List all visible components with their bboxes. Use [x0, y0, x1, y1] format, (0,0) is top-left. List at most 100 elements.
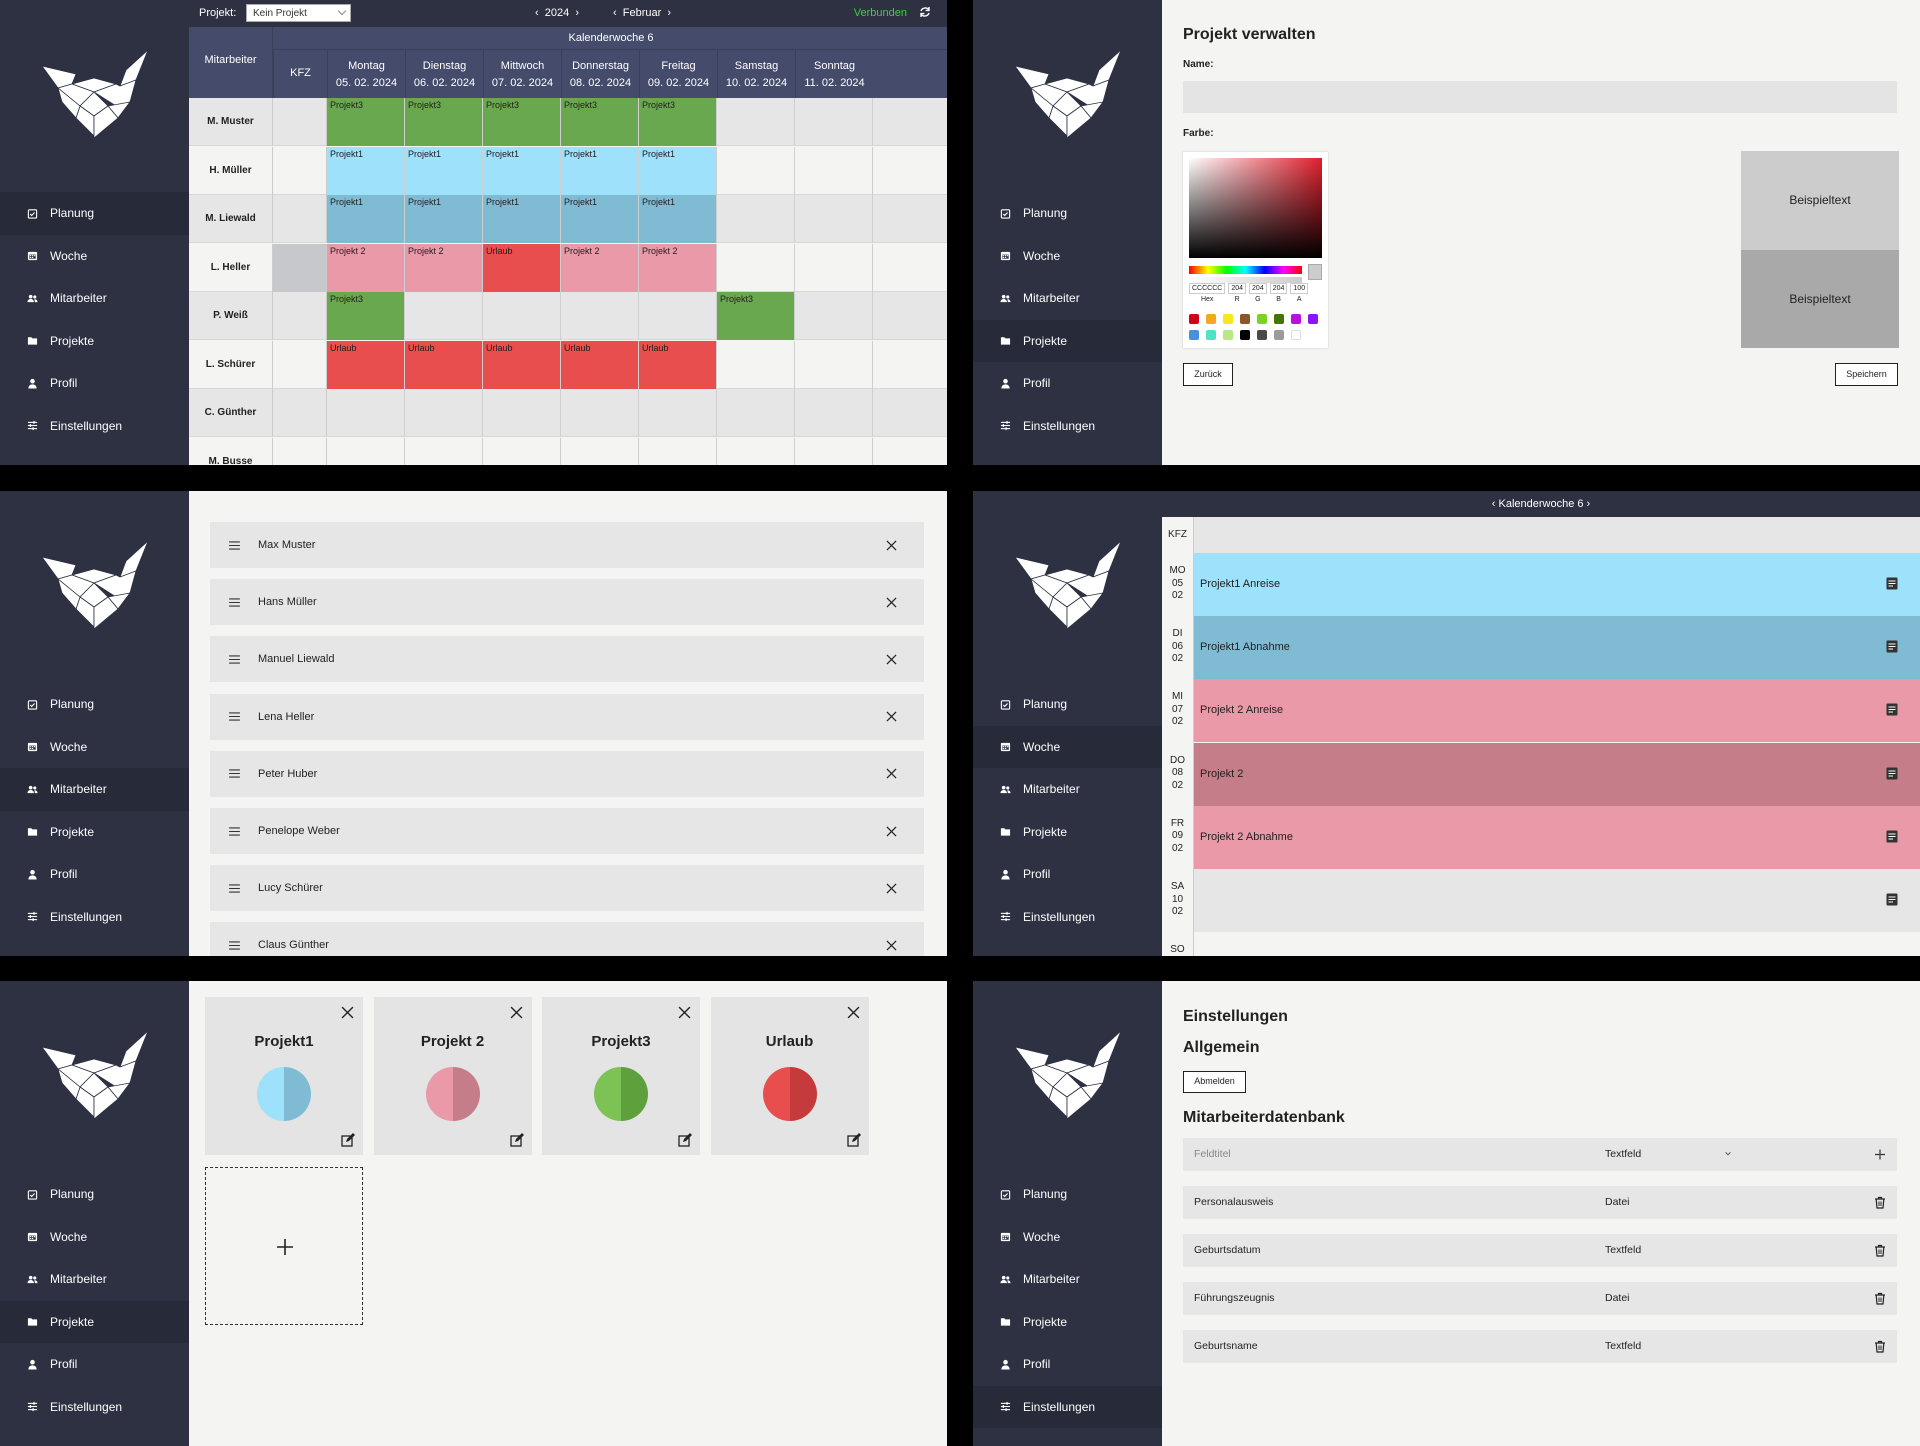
edit-icon[interactable] [341, 1133, 355, 1147]
trash-icon[interactable] [1874, 1340, 1886, 1353]
nav-woche[interactable]: Woche [973, 725, 1162, 768]
drag-handle-icon[interactable] [210, 712, 258, 721]
project-card[interactable]: Projekt3 [542, 997, 700, 1155]
kfz-cell[interactable] [273, 243, 327, 292]
close-icon[interactable] [858, 539, 924, 551]
empty-cell[interactable] [717, 146, 795, 195]
employee-item[interactable]: Hans Müller [210, 579, 924, 626]
nav-profil[interactable]: Profil [0, 362, 189, 405]
nav-woche[interactable]: Woche [0, 235, 189, 278]
week-nav[interactable]: ‹ Kalenderwoche 6 › [1162, 491, 1920, 517]
color-swatch[interactable] [1291, 314, 1301, 324]
nav-woche[interactable]: Woche [0, 1216, 189, 1259]
assignment-cell[interactable]: Projekt 2 [639, 243, 717, 292]
note-icon[interactable] [1886, 767, 1898, 780]
empty-cell[interactable] [483, 389, 561, 437]
assignment-cell[interactable]: Projekt1 [561, 195, 639, 243]
drag-handle-icon[interactable] [210, 540, 258, 550]
color-swatch[interactable] [1206, 330, 1216, 340]
empty-cell[interactable] [483, 437, 561, 465]
trash-icon[interactable] [1874, 1196, 1886, 1209]
hue-slider[interactable] [1189, 266, 1302, 274]
week-day-entry[interactable] [1194, 869, 1920, 932]
kfz-cell[interactable] [273, 292, 327, 340]
nav-planung[interactable]: Planung [973, 1173, 1162, 1216]
color-swatch[interactable] [1274, 314, 1284, 324]
nav-projekte[interactable]: Projekte [0, 811, 189, 854]
close-icon[interactable] [858, 768, 924, 779]
employee-item[interactable]: Claus Günther [210, 922, 924, 956]
assignment-cell[interactable]: Projekt 2 [327, 243, 405, 292]
week-day-entry[interactable] [1194, 932, 1920, 956]
nav-mitarbeiter[interactable]: Mitarbeiter [973, 768, 1162, 811]
assignment-cell[interactable]: Projekt1 [483, 195, 561, 243]
field-type-select[interactable]: Textfeld [1605, 1148, 1731, 1160]
week-day-entry[interactable]: Projekt 2 [1194, 742, 1920, 806]
empty-cell[interactable] [327, 437, 405, 465]
close-icon[interactable] [341, 1006, 355, 1020]
nav-projekte[interactable]: Projekte [973, 811, 1162, 854]
nav-woche[interactable]: Woche [973, 235, 1162, 278]
back-button[interactable]: Zurück [1183, 363, 1233, 386]
nav-planung[interactable]: Planung [0, 192, 189, 235]
empty-cell[interactable] [405, 437, 483, 465]
drag-handle-icon[interactable] [210, 655, 258, 664]
empty-cell[interactable] [795, 437, 873, 465]
note-icon[interactable] [1886, 577, 1898, 590]
color-swatch[interactable] [1223, 314, 1233, 324]
empty-cell[interactable] [795, 98, 873, 146]
color-swatch[interactable] [1257, 330, 1267, 340]
project-card[interactable]: Projekt1 [205, 997, 363, 1155]
nav-woche[interactable]: Woche [973, 1216, 1162, 1259]
assignment-cell[interactable]: Urlaub [405, 340, 483, 389]
add-project-button[interactable] [205, 1167, 363, 1325]
empty-cell[interactable] [561, 292, 639, 340]
empty-cell[interactable] [561, 437, 639, 465]
drag-handle-icon[interactable] [210, 884, 258, 893]
assignment-cell[interactable]: Projekt1 [561, 146, 639, 195]
color-swatch[interactable] [1223, 330, 1233, 340]
empty-cell[interactable] [795, 195, 873, 243]
nav-projekte[interactable]: Projekte [0, 1300, 189, 1343]
nav-mitarbeiter[interactable]: Mitarbeiter [0, 1258, 189, 1301]
drag-handle-icon[interactable] [210, 598, 258, 607]
nav-einstellungen[interactable]: Einstellungen [0, 896, 189, 939]
empty-cell[interactable] [717, 340, 795, 389]
nav-mitarbeiter[interactable]: Mitarbeiter [973, 1258, 1162, 1301]
nav-einstellungen[interactable]: Einstellungen [973, 896, 1162, 939]
nav-planung[interactable]: Planung [973, 192, 1162, 235]
assignment-cell[interactable]: Projekt3 [717, 292, 795, 340]
year-selector[interactable]: ‹ 2024 › [535, 7, 580, 19]
color-swatch[interactable] [1257, 314, 1267, 324]
nav-planung[interactable]: Planung [0, 1173, 189, 1216]
assignment-cell[interactable]: Urlaub [327, 340, 405, 389]
employee-item[interactable]: Manuel Liewald [210, 636, 924, 683]
empty-cell[interactable] [717, 195, 795, 243]
close-icon[interactable] [858, 940, 924, 951]
close-icon[interactable] [858, 654, 924, 665]
kfz-cell[interactable] [273, 437, 327, 465]
empty-cell[interactable] [639, 437, 717, 465]
empty-cell[interactable] [795, 243, 873, 292]
project-card[interactable]: Urlaub [710, 997, 869, 1155]
empty-cell[interactable] [561, 389, 639, 437]
edit-icon[interactable] [678, 1133, 692, 1147]
project-card[interactable]: Projekt 2 [373, 997, 532, 1155]
assignment-cell[interactable]: Projekt3 [405, 98, 483, 146]
drag-handle-icon[interactable] [210, 826, 258, 836]
assignment-cell[interactable]: Urlaub [639, 340, 717, 389]
nav-profil[interactable]: Profil [0, 853, 189, 896]
assignment-cell[interactable]: Projekt1 [327, 195, 405, 243]
close-icon[interactable] [858, 825, 924, 837]
add-field-icon[interactable] [1874, 1148, 1886, 1161]
nav-planung[interactable]: Planung [973, 683, 1162, 726]
note-icon[interactable] [1886, 893, 1898, 906]
trash-icon[interactable] [1874, 1292, 1886, 1305]
assignment-cell[interactable]: Projekt1 [405, 195, 483, 243]
hex-input[interactable]: CCCCCC [1189, 283, 1226, 294]
assignment-cell[interactable]: Projekt1 [405, 146, 483, 195]
kfz-cell[interactable] [1194, 517, 1920, 553]
empty-cell[interactable] [327, 389, 405, 437]
assignment-cell[interactable]: Projekt3 [639, 98, 717, 146]
employee-item[interactable]: Lucy Schürer [210, 865, 924, 912]
